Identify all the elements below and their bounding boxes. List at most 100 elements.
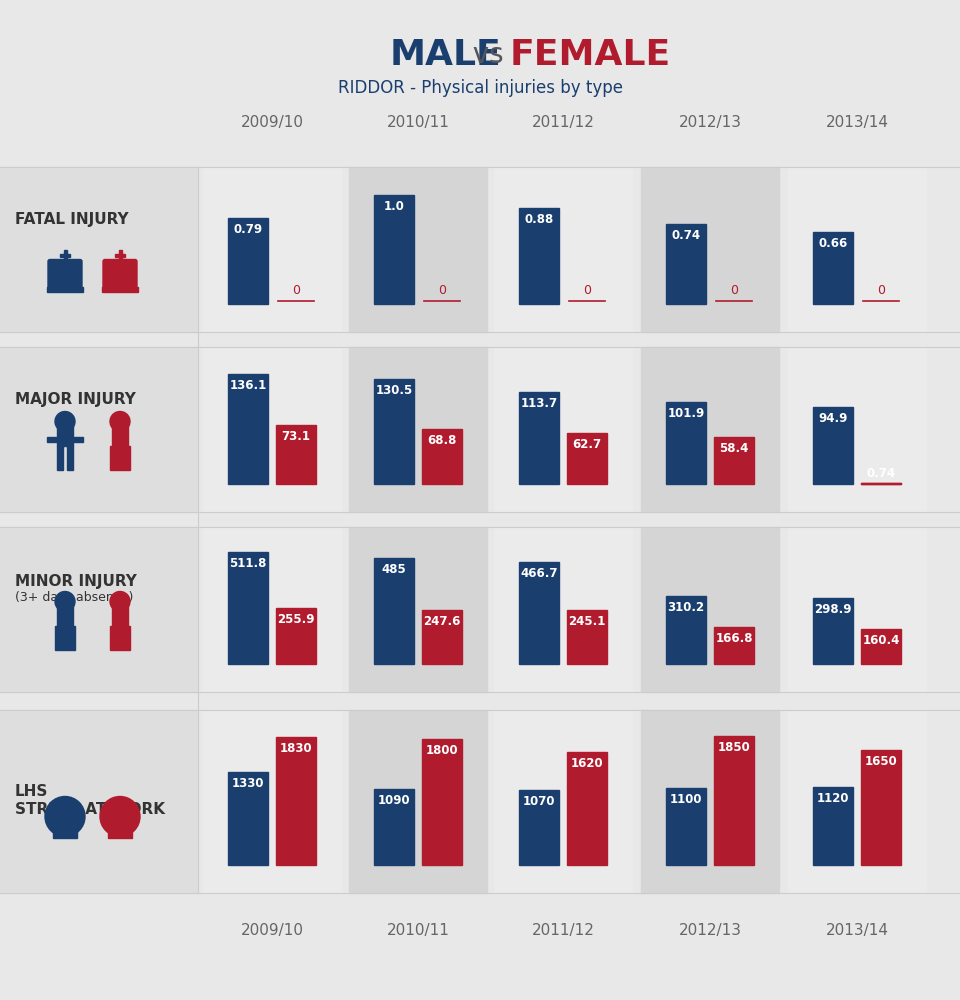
Bar <box>788 527 926 692</box>
Bar <box>374 379 414 484</box>
Text: RIDDOR - Physical injuries by type: RIDDOR - Physical injuries by type <box>338 79 622 97</box>
Bar <box>714 736 754 865</box>
Bar <box>519 790 559 865</box>
Bar <box>228 374 268 484</box>
Bar <box>641 167 779 332</box>
Bar <box>714 437 754 484</box>
Text: vs: vs <box>455 41 521 69</box>
Bar <box>567 433 607 484</box>
Bar <box>666 788 706 865</box>
Bar <box>714 627 754 664</box>
Bar <box>349 710 487 893</box>
Bar <box>519 208 559 304</box>
Bar <box>108 824 132 838</box>
Bar <box>494 710 632 893</box>
Bar <box>788 710 926 893</box>
Bar <box>110 626 130 650</box>
Text: 2010/11: 2010/11 <box>387 922 449 938</box>
Text: MAJOR INJURY: MAJOR INJURY <box>15 392 136 407</box>
Text: FATAL INJURY: FATAL INJURY <box>15 212 129 227</box>
Text: 298.9: 298.9 <box>814 603 852 616</box>
Bar <box>276 737 316 865</box>
Text: 1070: 1070 <box>523 795 555 808</box>
Bar <box>67 446 73 470</box>
Bar <box>112 424 128 446</box>
Bar <box>422 429 462 484</box>
Bar <box>519 562 559 664</box>
Text: 1800: 1800 <box>425 744 458 757</box>
Bar <box>641 527 779 692</box>
Text: 0.66: 0.66 <box>818 237 848 250</box>
Bar <box>813 598 853 664</box>
Text: 2010/11: 2010/11 <box>387 114 449 129</box>
Text: 166.8: 166.8 <box>715 632 753 645</box>
Circle shape <box>55 412 75 432</box>
Text: 0.88: 0.88 <box>524 213 554 226</box>
Bar <box>666 224 706 304</box>
Text: 2009/10: 2009/10 <box>241 922 303 938</box>
Bar <box>813 232 853 304</box>
Bar <box>494 527 632 692</box>
Bar <box>276 425 316 484</box>
Bar <box>0 167 198 332</box>
Bar <box>861 629 901 664</box>
Text: 0: 0 <box>583 284 591 296</box>
Text: 0.74: 0.74 <box>671 229 701 242</box>
Text: 1090: 1090 <box>377 794 410 807</box>
Text: 1120: 1120 <box>817 792 850 805</box>
Bar <box>788 347 926 512</box>
Text: 2012/13: 2012/13 <box>679 114 741 129</box>
Text: 466.7: 466.7 <box>520 567 558 580</box>
Text: 136.1: 136.1 <box>229 379 267 392</box>
Text: 1850: 1850 <box>718 741 751 754</box>
Bar <box>813 407 853 484</box>
Bar <box>567 610 607 664</box>
Bar <box>349 347 487 512</box>
Text: 0.79: 0.79 <box>233 223 263 236</box>
Text: 58.4: 58.4 <box>719 442 749 455</box>
Text: MINOR INJURY: MINOR INJURY <box>15 574 137 589</box>
Text: 94.9: 94.9 <box>818 412 848 425</box>
Bar <box>228 772 268 865</box>
Text: 1330: 1330 <box>231 777 264 790</box>
Text: 485: 485 <box>382 563 406 576</box>
Bar <box>112 603 128 626</box>
Text: 2013/14: 2013/14 <box>826 922 889 938</box>
Bar <box>567 752 607 865</box>
Bar <box>666 596 706 664</box>
Text: 130.5: 130.5 <box>375 384 413 397</box>
Bar <box>73 436 83 442</box>
Text: STRESS AT WORK: STRESS AT WORK <box>15 802 165 817</box>
Text: 1620: 1620 <box>570 757 603 770</box>
Text: 1830: 1830 <box>279 742 312 755</box>
Bar <box>110 446 130 470</box>
Bar <box>203 167 341 332</box>
Text: 511.8: 511.8 <box>229 557 267 570</box>
Text: 247.6: 247.6 <box>423 615 461 628</box>
Text: 68.8: 68.8 <box>427 434 457 447</box>
Text: 73.1: 73.1 <box>281 430 310 443</box>
Text: (3+ days absence): (3+ days absence) <box>15 591 133 604</box>
Bar <box>57 603 73 626</box>
Bar <box>55 626 75 650</box>
Circle shape <box>55 591 75 611</box>
Bar <box>47 286 83 292</box>
Bar <box>228 218 268 304</box>
Circle shape <box>45 796 85 836</box>
Text: FEMALE: FEMALE <box>510 38 671 72</box>
Text: 101.9: 101.9 <box>667 407 705 420</box>
Text: 2011/12: 2011/12 <box>532 114 594 129</box>
Text: 1650: 1650 <box>865 755 898 768</box>
Text: 245.1: 245.1 <box>568 615 606 628</box>
Text: 160.4: 160.4 <box>862 634 900 647</box>
Text: 2009/10: 2009/10 <box>241 114 303 129</box>
Text: 113.7: 113.7 <box>520 397 558 410</box>
Bar <box>47 436 57 442</box>
Bar <box>0 710 198 893</box>
Text: 310.2: 310.2 <box>667 601 705 614</box>
Bar <box>641 347 779 512</box>
Bar <box>118 249 122 261</box>
Text: 2013/14: 2013/14 <box>826 114 889 129</box>
Bar <box>494 167 632 332</box>
Bar <box>198 347 960 512</box>
